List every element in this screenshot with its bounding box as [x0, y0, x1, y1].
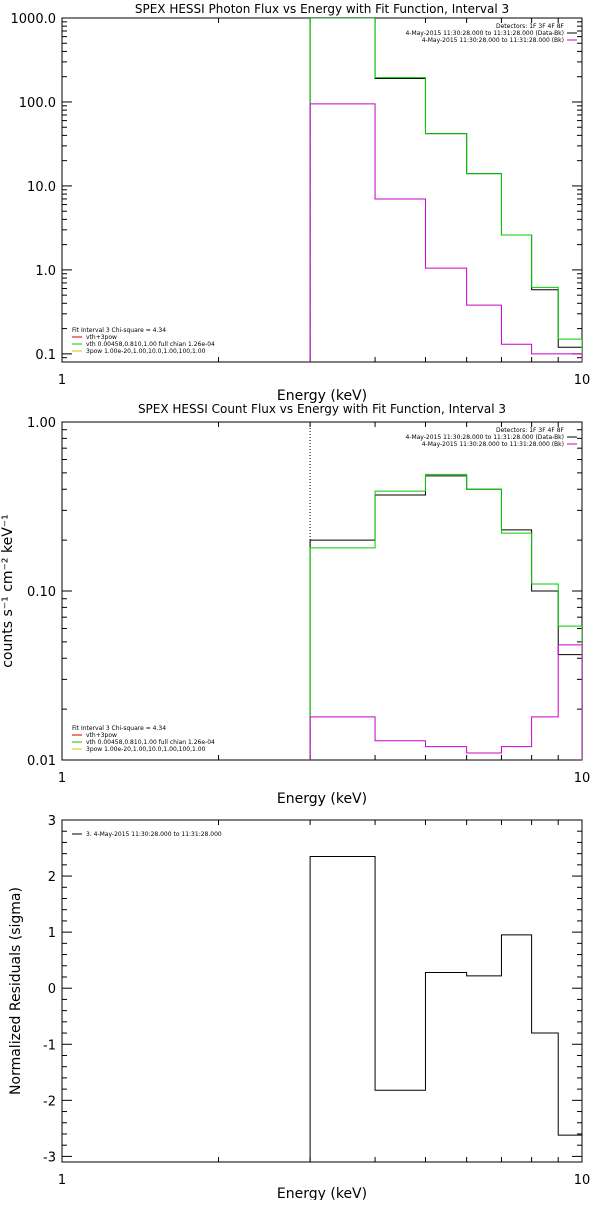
y-tick-label: -1 — [43, 1038, 56, 1053]
chart-panel-2: SPEX HESSI Count Flux vs Energy with Fit… — [0, 402, 590, 807]
info-text: 4-May-2015 11:30:28.000 to 11:31:28.000 … — [405, 434, 564, 441]
y-axis-label: counts s⁻¹ cm⁻² keV⁻¹ — [0, 514, 16, 668]
y-tick-label: -2 — [43, 1094, 56, 1109]
series-3-line — [310, 104, 582, 362]
legend-text: vth+3pow — [86, 334, 117, 341]
y-tick-label: 0.01 — [27, 754, 56, 769]
x-axis-label: Energy (keV) — [277, 791, 367, 807]
series-2-line — [310, 18, 582, 362]
info-text: Detectors: 1F 3F 4F 8F — [496, 427, 565, 434]
y-tick-label: 1 — [48, 926, 56, 941]
chart-title: SPEX HESSI Photon Flux vs Energy with Fi… — [135, 2, 509, 16]
y-tick-label: 2 — [48, 870, 56, 885]
series-1-line — [310, 18, 582, 362]
y-tick-label: 0.1 — [35, 348, 56, 363]
legend-text: vth 0.00458,0.810,1.00 full chian 1.26e-… — [86, 341, 215, 348]
plot-frame — [62, 18, 582, 362]
legend-text: Fit Interval 3 Chi-square = 4.34 — [72, 327, 166, 334]
plot-frame — [62, 820, 582, 1162]
y-tick-label: 1000.0 — [11, 12, 57, 27]
legend-text: vth+3pow — [86, 732, 117, 739]
y-tick-label: 1.00 — [27, 416, 56, 431]
x-tick-label: 10 — [574, 1173, 591, 1188]
x-tick-label: 1 — [58, 1173, 66, 1188]
chart-panel-1: SPEX HESSI Photon Flux vs Energy with Fi… — [11, 2, 591, 404]
x-tick-label: 1 — [58, 771, 66, 786]
info-text: 4-May-2015 11:30:28.000 to 11:31:28.000 … — [422, 37, 564, 44]
info-text: 4-May-2015 11:30:28.000 to 11:31:28.000 … — [422, 441, 564, 448]
legend-text: 3. 4-May-2015 11:30:28.000 to 11:31:28.0… — [86, 831, 222, 838]
y-tick-label: 3 — [48, 814, 56, 829]
legend-text: Fit Interval 3 Chi-square = 4.34 — [72, 725, 166, 732]
plot-frame — [62, 422, 582, 760]
chart-title: SPEX HESSI Count Flux vs Energy with Fit… — [138, 402, 506, 416]
x-tick-label: 10 — [574, 771, 591, 786]
y-tick-label: 0.10 — [27, 585, 56, 600]
info-text: Detectors: 1F 3F 4F 8F — [496, 23, 565, 30]
series-1-line — [310, 856, 582, 1162]
y-tick-label: 1.0 — [35, 264, 56, 279]
x-axis-label: Energy (keV) — [277, 1186, 367, 1200]
legend-text: vth 0.00458,0.810,1.00 full chian 1.26e-… — [86, 739, 215, 746]
info-text: 4-May-2015 11:30:28.000 to 11:31:28.000 … — [405, 30, 564, 37]
legend-text: 3pow 1.00e-20,1.00,10.0,1.00,100,1.00 — [86, 746, 206, 753]
series-1-line — [310, 476, 582, 760]
x-tick-label: 1 — [58, 373, 66, 388]
y-tick-label: 10.0 — [27, 180, 56, 195]
y-tick-label: 0 — [48, 982, 56, 997]
y-tick-label: 100.0 — [19, 96, 56, 111]
series-3-line — [310, 645, 582, 760]
y-axis-label: Normalized Residuals (sigma) — [8, 887, 24, 1095]
x-tick-label: 10 — [574, 373, 591, 388]
y-tick-label: -3 — [43, 1150, 56, 1165]
legend-text: 3pow 1.00e-20,1.00,10.0,1.00,100,1.00 — [86, 348, 206, 355]
